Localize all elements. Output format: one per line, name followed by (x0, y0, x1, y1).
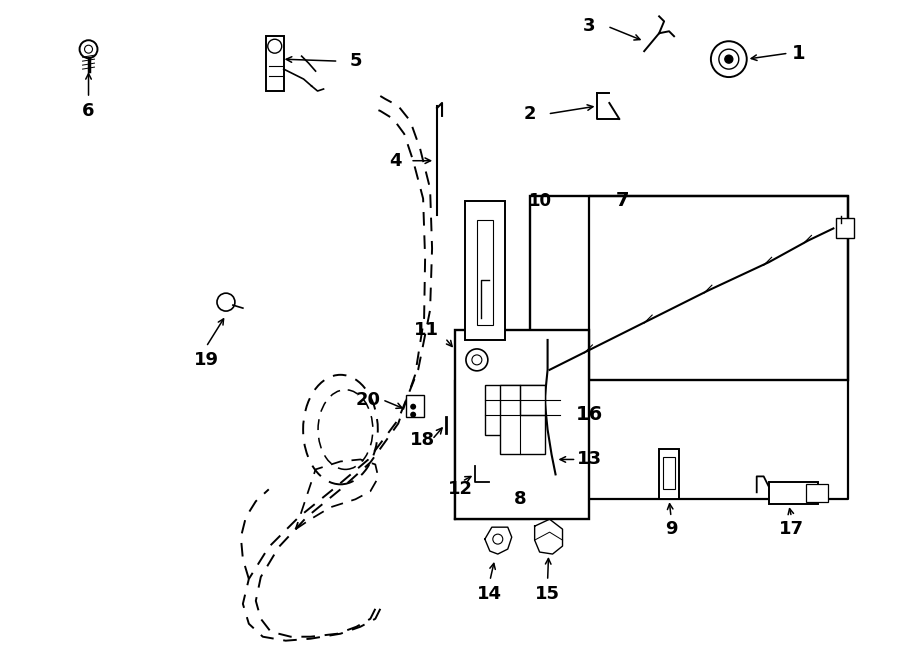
Text: 16: 16 (576, 405, 603, 424)
Text: 15: 15 (536, 585, 560, 603)
Text: 18: 18 (410, 430, 435, 449)
Circle shape (410, 404, 416, 410)
Text: 11: 11 (414, 321, 438, 339)
Text: 3: 3 (583, 17, 596, 35)
Bar (485, 385, 519, 434)
Circle shape (724, 55, 733, 63)
Bar (519, 385, 544, 414)
Circle shape (711, 41, 747, 77)
Bar (266, 36, 284, 91)
Bar (659, 449, 679, 499)
Text: 4: 4 (389, 152, 401, 170)
Text: 2: 2 (524, 105, 536, 123)
Text: 7: 7 (616, 191, 629, 210)
Text: 12: 12 (447, 481, 473, 498)
Bar (500, 385, 544, 455)
Text: 6: 6 (82, 102, 94, 120)
Text: 8: 8 (513, 490, 526, 508)
Bar (769, 483, 818, 504)
Text: 1: 1 (792, 44, 806, 63)
Bar (836, 219, 854, 239)
Bar (406, 395, 424, 416)
Text: 10: 10 (528, 192, 551, 210)
Text: 20: 20 (356, 391, 381, 408)
Text: 14: 14 (477, 585, 502, 603)
Bar (477, 221, 493, 325)
Bar (530, 196, 849, 380)
Text: 17: 17 (779, 520, 804, 538)
Circle shape (410, 412, 416, 418)
Bar (455, 330, 590, 519)
Bar (465, 200, 505, 340)
Bar (806, 485, 828, 502)
Text: 19: 19 (194, 351, 219, 369)
Bar (663, 457, 675, 489)
Text: 9: 9 (665, 520, 678, 538)
Text: 13: 13 (577, 450, 602, 469)
Text: 5: 5 (349, 52, 362, 70)
